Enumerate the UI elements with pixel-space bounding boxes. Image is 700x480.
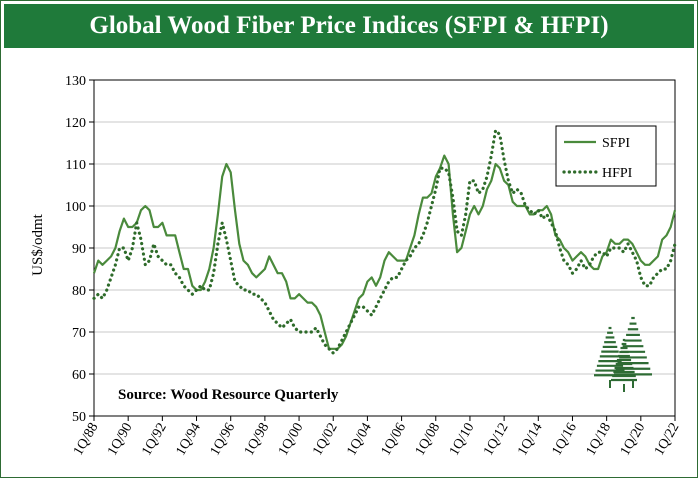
x-tick-label: 1Q/02 [310,421,340,459]
x-tick-label: 1Q/98 [242,421,272,459]
y-tick-label: 70 [72,326,86,341]
x-tick-label: 1Q/92 [139,421,169,459]
x-tick-label: 1Q/14 [515,421,545,459]
y-tick-label: 130 [65,74,86,89]
legend-hfpi-label: HFPI [602,166,633,181]
y-tick-label: 110 [66,158,86,173]
x-tick-label: 1Q/90 [105,421,135,459]
legend-box [555,125,657,187]
legend-sfpi-label: SFPI [602,136,630,151]
series-lines [92,128,677,355]
x-tick-label: 1Q/88 [71,421,101,459]
x-tick-label: 1Q/10 [447,421,477,459]
x-tick-label: 1Q/04 [344,421,374,459]
x-axis-ticks: 1Q/88 1Q/90 1Q/92 1Q/94 1Q/96 1Q/98 1Q/00 1Q/02… [71,416,682,458]
y-tick-label: 90 [72,242,86,257]
x-tick-label: 1Q/18 [584,421,614,459]
x-tick-label: 1Q/06 [379,421,409,459]
y-tick-label: 60 [72,368,86,383]
source-note: Source: Wood Resource Quarterly [118,387,339,403]
legend: SFPI HFPI [555,125,657,187]
x-tick-label: 1Q/20 [618,421,648,459]
x-tick-label: 1Q/08 [413,421,443,459]
y-axis-label: US$/odmt [30,213,46,276]
y-tick-label: 80 [72,284,86,299]
y-tick-label: 100 [65,200,86,215]
y-axis-ticks: 50 60 70 80 90 100 110 120 130 [65,74,94,425]
plot-area [93,79,676,417]
x-tick-label: 1Q/16 [549,421,579,459]
tree-logo-icon [594,316,652,392]
y-tick-label: 120 [65,116,86,131]
x-tick-label: 1Q/12 [481,421,511,459]
x-tick-label: 1Q/96 [208,421,238,459]
series-sfpi-line [92,154,677,350]
y-tick-label: 50 [72,410,86,425]
x-tick-label: 1Q/94 [174,421,204,459]
x-tick-label: 1Q/00 [276,421,306,459]
series-hfpi-line [92,128,677,355]
chart-title: Global Wood Fiber Price Indices (SFPI & … [4,4,694,48]
x-tick-label: 1Q/22 [652,421,682,459]
